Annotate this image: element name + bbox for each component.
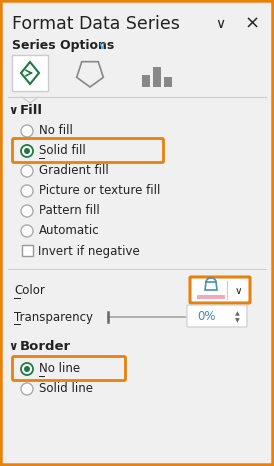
FancyBboxPatch shape (190, 277, 250, 303)
Text: Transparency: Transparency (14, 310, 93, 323)
Bar (22, 245, 33, 256)
Circle shape (21, 145, 33, 157)
Text: ∨: ∨ (8, 341, 18, 354)
Bar (153, 67, 161, 87)
Text: Invert if negative: Invert if negative (38, 245, 140, 258)
Text: Automatic: Automatic (39, 225, 100, 238)
Text: ×: × (244, 15, 259, 33)
Text: 0%: 0% (198, 310, 216, 323)
Circle shape (21, 383, 33, 395)
Text: Solid line: Solid line (39, 383, 93, 396)
Text: Pattern fill: Pattern fill (39, 205, 100, 218)
Text: No fill: No fill (39, 124, 73, 137)
Text: ▼: ▼ (235, 318, 239, 323)
FancyBboxPatch shape (12, 55, 48, 91)
Text: Format Data Series: Format Data Series (12, 15, 180, 33)
Text: ▲: ▲ (235, 311, 239, 316)
Text: Fill: Fill (20, 104, 43, 117)
Text: Picture or texture fill: Picture or texture fill (39, 185, 160, 198)
Text: ∨: ∨ (234, 286, 242, 296)
Text: No line: No line (39, 363, 80, 376)
Circle shape (24, 148, 30, 154)
Circle shape (21, 125, 33, 137)
Circle shape (24, 366, 30, 372)
Bar (164, 77, 172, 87)
Text: ∨: ∨ (215, 17, 225, 31)
Text: ∨: ∨ (8, 104, 18, 117)
Text: ∨: ∨ (98, 41, 106, 51)
Text: Series Options: Series Options (12, 40, 114, 53)
FancyBboxPatch shape (187, 305, 247, 327)
Bar (142, 75, 150, 87)
Circle shape (21, 363, 33, 375)
Text: Solid fill: Solid fill (39, 144, 86, 158)
Circle shape (21, 185, 33, 197)
Circle shape (21, 205, 33, 217)
Circle shape (21, 225, 33, 237)
Circle shape (21, 165, 33, 177)
Text: Gradient fill: Gradient fill (39, 164, 109, 178)
Bar (197, 295, 225, 299)
Text: Color: Color (14, 285, 45, 297)
Text: Border: Border (20, 341, 71, 354)
